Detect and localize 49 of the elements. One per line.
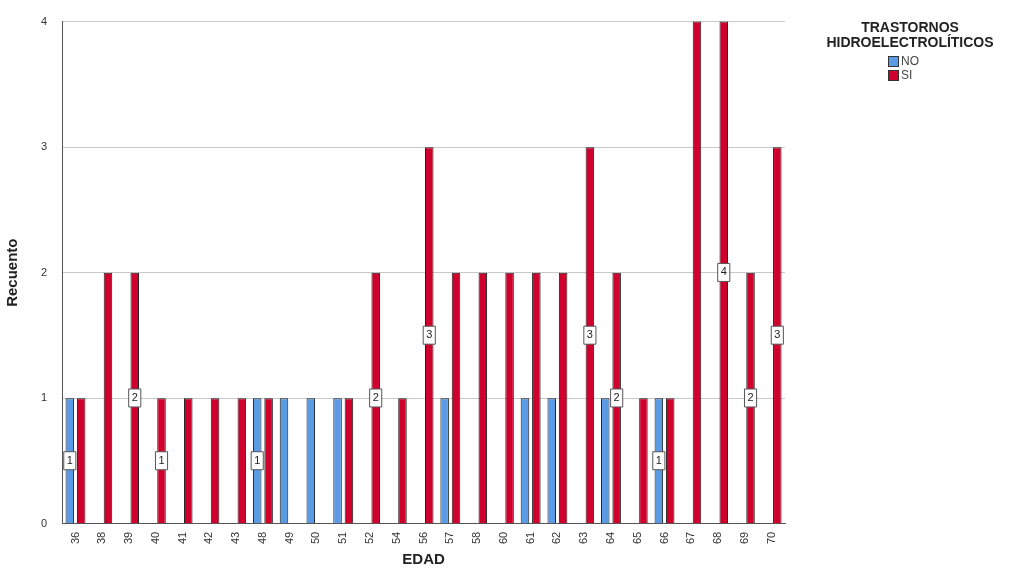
x-tick-label: 58 [470,531,483,545]
y-tick-label: 3 [40,140,48,153]
x-tick-label: 42 [202,531,215,545]
x-tick-label: 65 [630,531,643,545]
x-tick-label: 66 [657,531,670,545]
data-label: 2 [747,391,754,403]
x-tick-label: 61 [523,531,536,545]
data-label: 3 [426,328,433,341]
x-tick-label: 70 [764,531,777,545]
x-tick-label: 68 [711,531,724,545]
x-tick-label: 43 [229,531,242,545]
y-tick-label: 0 [40,516,48,529]
data-label: 2 [372,391,379,403]
legend-title: TRASTORNOS HIDROELECTROLÍTICOS [825,19,995,50]
data-label: 1 [158,453,165,466]
y-tick-label: 4 [40,14,48,27]
x-tick-label: 57 [443,531,456,545]
x-tick-label: 40 [148,531,161,545]
x-tick-label: 50 [309,531,322,545]
data-label: 1 [254,453,261,466]
legend-label: NO [901,54,919,68]
data-label: 4 [720,265,727,278]
data-label: 3 [586,328,593,341]
data-label: 3 [774,328,781,341]
data-label: 1 [655,453,662,466]
x-tick-label: 69 [737,531,750,545]
x-axis-title: EDAD [402,550,445,568]
y-axis-title: Recuento [3,238,21,307]
legend-label: SI [901,68,913,82]
x-tick-label: 64 [604,531,616,545]
x-tick-label: 60 [496,531,509,545]
x-tick-label: 54 [389,531,402,545]
x-tick-label: 62 [550,531,563,545]
x-tick-label: 51 [336,531,349,545]
data-label: 1 [66,453,73,466]
y-tick-label: 1 [40,391,48,404]
x-tick-label: 52 [363,531,376,545]
x-tick-label: 49 [282,531,295,545]
x-tick-label: 36 [68,531,81,545]
x-tick-label: 38 [95,531,108,545]
x-tick-label: 48 [255,531,268,545]
x-tick-label: 41 [175,531,188,545]
x-tick-label: 39 [122,531,135,545]
x-tick-label: 63 [577,531,590,545]
data-label: 2 [131,391,138,403]
x-tick-label: 56 [416,531,429,545]
x-tick-label: 67 [684,531,697,545]
data-label: 2 [613,391,620,403]
y-tick-label: 2 [40,265,48,278]
